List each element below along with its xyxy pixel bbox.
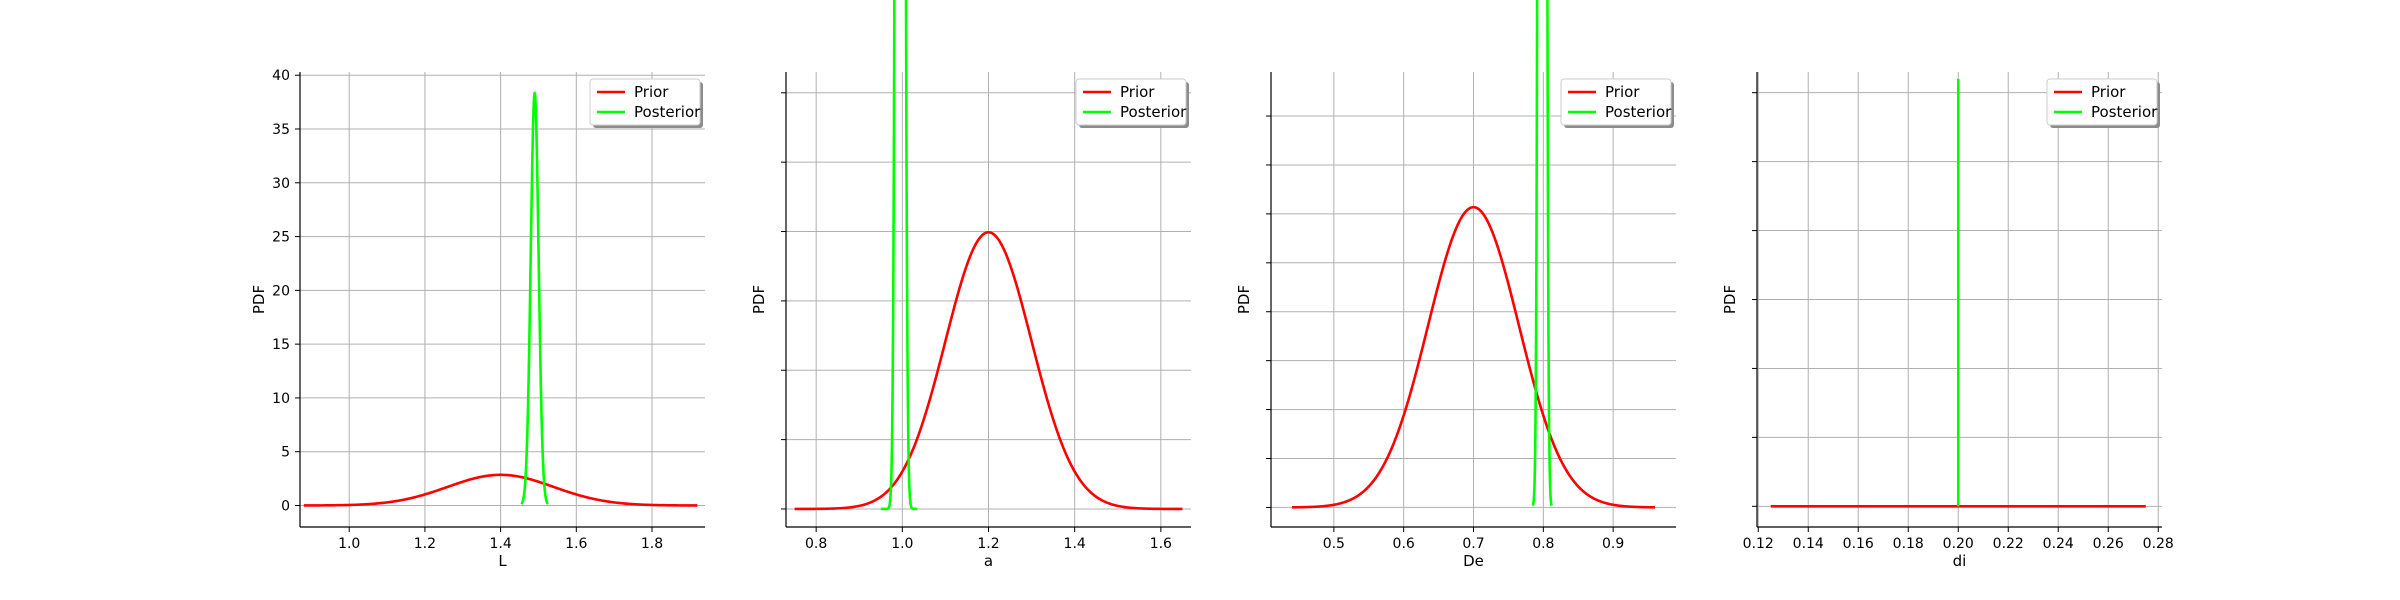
legend: Prior Posterior bbox=[589, 78, 703, 128]
series-line-posterior bbox=[879, 0, 919, 511]
x-tick-label: 0.26 bbox=[2093, 536, 2124, 552]
x-tick-label: 0.14 bbox=[1793, 536, 1824, 552]
x-tick-label: 1.0 bbox=[891, 536, 913, 552]
series-line-posterior bbox=[520, 91, 550, 506]
series-line-prior bbox=[303, 473, 698, 507]
legend-label-posterior: Posterior bbox=[634, 103, 701, 121]
subplot-2: 0.8 1.0 1.2 1.4 1.6 a PDF Prior Posterior bbox=[750, 0, 1191, 570]
subplot-3: 0.5 0.6 0.7 0.8 0.9 De PDF Prior Posterior bbox=[1235, 0, 1676, 570]
legend-box bbox=[1560, 78, 1672, 126]
x-axis-label: a bbox=[984, 552, 993, 570]
y-axis-label: PDF bbox=[1235, 285, 1253, 314]
x-tick-label: 0.18 bbox=[1893, 536, 1924, 552]
series-line-prior bbox=[794, 230, 1183, 511]
y-tick-label: 40 bbox=[272, 68, 290, 84]
x-tick-label: 0.7 bbox=[1462, 536, 1484, 552]
series-line-prior bbox=[1291, 205, 1656, 509]
x-tick-label: 0.16 bbox=[1843, 536, 1874, 552]
legend-box bbox=[2046, 78, 2158, 126]
x-tick-label: 0.8 bbox=[1532, 536, 1554, 552]
legend-label-posterior: Posterior bbox=[1605, 103, 1672, 121]
y-axis-label: PDF bbox=[250, 285, 268, 314]
series-group bbox=[794, 0, 1183, 511]
x-tick-label: 1.6 bbox=[565, 536, 587, 552]
x-tick-label: 1.8 bbox=[641, 536, 663, 552]
y-tick-label: 15 bbox=[272, 337, 290, 353]
legend-label-prior: Prior bbox=[1605, 83, 1640, 101]
y-axis-label: PDF bbox=[1721, 285, 1739, 314]
x-tick-label: 0.8 bbox=[805, 536, 827, 552]
x-tick-label: 1.2 bbox=[977, 536, 999, 552]
x-tick-label: 1.4 bbox=[489, 536, 511, 552]
x-tick-label: 0.6 bbox=[1393, 536, 1415, 552]
x-axis-label: di bbox=[1953, 552, 1967, 570]
series-group bbox=[303, 91, 698, 507]
x-tick-label: 1.2 bbox=[414, 536, 436, 552]
x-tick-label: 0.5 bbox=[1323, 536, 1345, 552]
series-group bbox=[1291, 0, 1656, 509]
x-tick-label: 0.24 bbox=[2043, 536, 2074, 552]
legend-label-prior: Prior bbox=[2091, 83, 2126, 101]
legend-label-posterior: Posterior bbox=[2091, 103, 2158, 121]
legend-label-prior: Prior bbox=[1120, 83, 1155, 101]
y-tick-label: 10 bbox=[272, 391, 290, 407]
legend-box bbox=[589, 78, 701, 126]
x-tick-label: 0.28 bbox=[2143, 536, 2174, 552]
x-axis-label: De bbox=[1463, 552, 1484, 570]
legend: Prior Posterior bbox=[1560, 78, 1674, 128]
y-tick-label: 0 bbox=[281, 498, 290, 514]
series-line-posterior bbox=[1531, 0, 1553, 507]
subplot-1: 1.0 1.2 1.4 1.6 1.8 0 5 10 15 20 25 30 35 40 L PDF Prior… bbox=[250, 68, 705, 570]
series-group bbox=[1770, 78, 2146, 508]
x-tick-label: 0.20 bbox=[1943, 536, 1974, 552]
y-tick-label: 20 bbox=[272, 283, 290, 299]
x-tick-label: 1.6 bbox=[1150, 536, 1172, 552]
y-tick-label: 5 bbox=[281, 445, 290, 461]
legend-box bbox=[1075, 78, 1187, 126]
legend: Prior Posterior bbox=[2046, 78, 2160, 128]
y-axis-label: PDF bbox=[750, 285, 768, 314]
subplot-4: 0.12 0.14 0.16 0.18 0.20 0.22 0.24 0.26 0.28 di PD… bbox=[1721, 72, 2174, 570]
x-tick-label: 1.0 bbox=[338, 536, 360, 552]
x-tick-label: 0.9 bbox=[1602, 536, 1624, 552]
y-tick-label: 25 bbox=[272, 230, 290, 246]
x-tick-label: 0.12 bbox=[1743, 536, 1774, 552]
y-tick-label: 35 bbox=[272, 122, 290, 138]
y-tick-label: 30 bbox=[272, 176, 290, 192]
legend-label-prior: Prior bbox=[634, 83, 669, 101]
x-tick-label: 1.4 bbox=[1064, 536, 1086, 552]
x-tick-label: 0.22 bbox=[1993, 536, 2024, 552]
x-axis-label: L bbox=[498, 552, 507, 570]
legend: Prior Posterior bbox=[1075, 78, 1189, 128]
legend-label-posterior: Posterior bbox=[1120, 103, 1187, 121]
